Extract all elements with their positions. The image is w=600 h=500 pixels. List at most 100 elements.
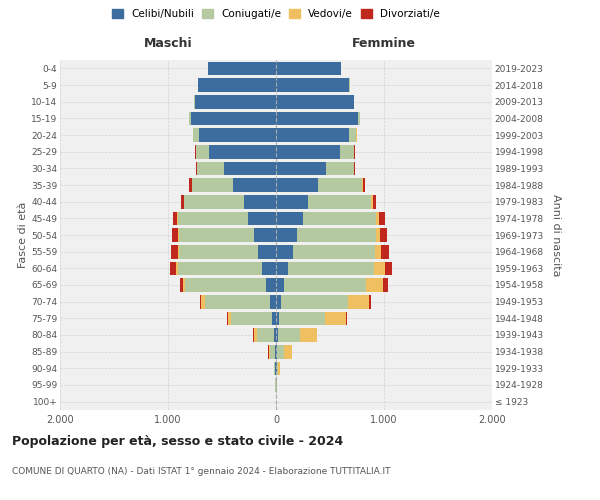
Bar [188, 112, 191, 125]
Bar [183, 278, 185, 292]
Bar [325, 312, 346, 325]
Bar [208, 62, 276, 75]
Bar [275, 345, 276, 358]
Bar [349, 128, 356, 142]
Bar [274, 362, 275, 375]
Bar [274, 328, 276, 342]
Bar [178, 262, 262, 275]
Bar [358, 112, 360, 125]
Bar [197, 162, 224, 175]
Bar [200, 295, 202, 308]
Bar [192, 178, 233, 192]
Bar [227, 312, 228, 325]
Bar [369, 295, 371, 308]
Bar [276, 162, 326, 175]
Bar [277, 345, 284, 358]
Bar [228, 312, 231, 325]
Bar [262, 262, 276, 275]
Bar [209, 145, 276, 158]
Bar [266, 278, 276, 292]
Bar [373, 195, 376, 208]
Bar [196, 145, 209, 158]
Bar [171, 245, 178, 258]
Bar [179, 245, 257, 258]
Bar [376, 212, 379, 225]
Bar [276, 328, 278, 342]
Bar [276, 78, 349, 92]
Bar [276, 178, 318, 192]
Bar [276, 62, 341, 75]
Bar [281, 295, 349, 308]
Bar [202, 295, 205, 308]
Bar [276, 312, 279, 325]
Bar [277, 362, 278, 375]
Bar [303, 212, 376, 225]
Bar [276, 295, 281, 308]
Bar [179, 228, 254, 242]
Bar [299, 328, 317, 342]
Bar [326, 162, 354, 175]
Y-axis label: Fasce di età: Fasce di età [18, 202, 28, 268]
Bar [190, 178, 191, 192]
Bar [176, 262, 178, 275]
Bar [276, 95, 354, 108]
Text: Maschi: Maschi [143, 36, 193, 50]
Bar [181, 278, 183, 292]
Bar [269, 295, 276, 308]
Bar [308, 195, 371, 208]
Bar [346, 312, 347, 325]
Bar [270, 345, 275, 358]
Bar [363, 178, 365, 192]
Text: Popolazione per età, sesso e stato civile - 2024: Popolazione per età, sesso e stato civil… [12, 435, 343, 448]
Bar [178, 212, 248, 225]
Bar [272, 312, 276, 325]
Bar [173, 212, 177, 225]
Bar [279, 312, 325, 325]
Bar [254, 328, 257, 342]
Bar [196, 162, 197, 175]
Bar [170, 262, 176, 275]
Bar [224, 162, 276, 175]
Bar [191, 112, 276, 125]
Text: Femmine: Femmine [352, 36, 416, 50]
Bar [371, 195, 373, 208]
Bar [233, 178, 276, 192]
Bar [354, 162, 355, 175]
Bar [248, 212, 276, 225]
Bar [276, 345, 277, 358]
Bar [276, 212, 303, 225]
Bar [257, 328, 274, 342]
Bar [195, 95, 276, 108]
Bar [178, 245, 179, 258]
Bar [205, 295, 269, 308]
Bar [185, 278, 266, 292]
Bar [193, 128, 199, 142]
Bar [276, 228, 297, 242]
Bar [379, 212, 385, 225]
Bar [318, 178, 362, 192]
Bar [276, 262, 288, 275]
Bar [269, 345, 270, 358]
Bar [362, 178, 363, 192]
Bar [385, 262, 392, 275]
Bar [231, 312, 272, 325]
Bar [380, 228, 387, 242]
Y-axis label: Anni di nascita: Anni di nascita [551, 194, 560, 276]
Bar [375, 245, 382, 258]
Bar [383, 278, 388, 292]
Bar [276, 245, 293, 258]
Bar [257, 245, 276, 258]
Text: COMUNE DI QUARTO (NA) - Dati ISTAT 1° gennaio 2024 - Elaborazione TUTTITALIA.IT: COMUNE DI QUARTO (NA) - Dati ISTAT 1° ge… [12, 468, 391, 476]
Bar [244, 195, 276, 208]
Bar [276, 278, 284, 292]
Bar [181, 195, 184, 208]
Bar [284, 278, 366, 292]
Bar [198, 78, 276, 92]
Bar [184, 195, 244, 208]
Bar [276, 128, 349, 142]
Bar [376, 228, 380, 242]
Bar [366, 278, 383, 292]
Bar [349, 295, 369, 308]
Bar [297, 228, 376, 242]
Bar [288, 262, 374, 275]
